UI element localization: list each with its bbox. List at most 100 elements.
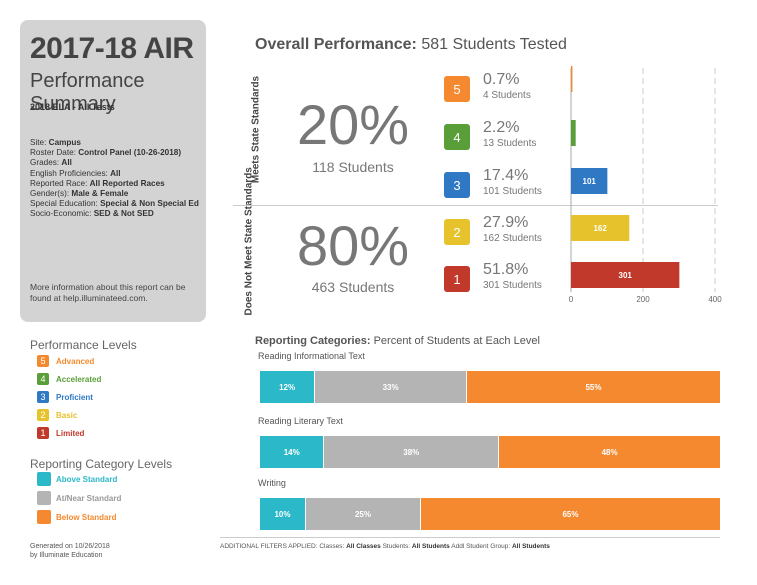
meets-students: 118 Students <box>312 159 394 175</box>
generated-line1: Generated on 10/26/2018 <box>30 543 110 550</box>
filter-label: Roster Date: <box>30 148 79 158</box>
footer-divider <box>220 537 720 538</box>
filter-value: Campus <box>48 138 81 147</box>
level-5-badge: 5 <box>444 76 470 102</box>
group-label: Addl Student Group: <box>451 543 511 550</box>
level-1-percent: 51.8% <box>483 261 529 278</box>
filter-row: Gender(s): Male & Female <box>30 189 199 199</box>
generated-line2: by Illuminate Education <box>30 551 103 559</box>
bar-level-1 <box>571 262 680 288</box>
filter-label: English Proficiencies: <box>30 168 111 178</box>
filter-value: All <box>110 168 121 178</box>
bar-level-3 <box>571 168 608 194</box>
level-2-badge: 2 <box>444 219 470 245</box>
segment-below-standard: 55% <box>466 371 720 403</box>
test-name: 2018 ELA - All Tests <box>30 102 115 112</box>
classes-label: Classes: <box>319 543 345 550</box>
category-name: Writing <box>258 478 286 488</box>
legend-level-3-label: Proficient <box>56 393 93 402</box>
level-3-students: 101 Students <box>483 186 542 197</box>
legend-level-5-label: Advanced <box>56 357 95 366</box>
additional-filters: ADDITIONAL FILTERS APPLIED: Classes: All… <box>220 543 550 550</box>
group-value: All Students <box>511 543 550 550</box>
level-5-students: 4 Students <box>483 90 531 101</box>
report-subtitle: Performance Summary <box>30 70 145 115</box>
legend-level-5-badge: 5 <box>37 355 49 367</box>
filter-label: Socio-Economic: <box>30 209 94 219</box>
categories-heading: Reporting Categories: Percent of Student… <box>255 335 540 347</box>
bar-label-level-1: 301 <box>619 271 633 280</box>
category-name: Reading Literary Text <box>258 416 343 426</box>
segment-at-near-standard: 33% <box>315 371 467 403</box>
filter-row: English Proficiencies: All <box>30 169 199 179</box>
overall-heading: Overall Performance: 581 Students Tested <box>255 36 567 54</box>
filter-row: Socio-Economic: SED & Not SED <box>30 209 199 219</box>
level-4-badge: 4 <box>444 124 470 150</box>
not-meets-standards-label: Does Not Meet State Standards <box>243 167 255 316</box>
bar-label-level-3: 101 <box>583 177 597 186</box>
legend-level-1-label: Limited <box>56 429 85 438</box>
legend-level-4-label: Accelerated <box>56 375 102 384</box>
filter-label: Special Education: <box>30 199 101 209</box>
segment-at-near-standard: 38% <box>324 436 500 468</box>
filter-value: Male & Female <box>71 189 129 199</box>
legend-cat-swatch <box>37 491 51 505</box>
level-2-percent: 27.9% <box>483 214 529 231</box>
segment-above-standard: 10% <box>260 498 306 530</box>
filter-row: Grades: All <box>30 158 199 168</box>
bar-level-4 <box>571 120 576 146</box>
categories-heading-bold: Reporting Categories: <box>255 335 371 347</box>
legend-level-2-label: Basic <box>56 411 78 420</box>
filter-label: Site: <box>30 138 49 147</box>
filter-row: Reported Race: All Reported Races <box>30 179 199 189</box>
category-name: Reading Informational Text <box>258 351 365 361</box>
level-4-students: 13 Students <box>483 138 537 149</box>
students-value: All Students <box>411 543 450 550</box>
summary-panel: 2017-18 AIR Performance Summary 2018 ELA… <box>20 20 206 322</box>
perf-levels-title: Performance Levels <box>30 338 137 352</box>
legend-level-2-badge: 2 <box>37 409 49 421</box>
report-title: 2017-18 AIR <box>30 32 194 65</box>
not-meets-percent: 80% <box>296 214 410 277</box>
generated-note: Generated on 10/26/2018 by Illuminate Edu… <box>30 543 110 560</box>
legend-cat-label: At/Near Standard <box>56 494 122 503</box>
overall-heading-rest: 581 Students Tested <box>421 36 567 53</box>
filter-value: All <box>61 158 72 168</box>
filter-label: Gender(s): <box>30 189 72 199</box>
level-4-percent: 2.2% <box>483 119 520 136</box>
level-3-percent: 17.4% <box>483 167 529 184</box>
filter-value: Special & Non Special Ed <box>100 199 199 209</box>
category-stacked-bar: 14% 38% 48% <box>260 436 720 468</box>
filter-label: Grades: <box>30 158 62 168</box>
level-1-students: 301 Students <box>483 280 542 291</box>
segment-below-standard: 48% <box>499 436 720 468</box>
not-meets-students: 463 Students <box>311 279 395 295</box>
filters-prefix: ADDITIONAL FILTERS APPLIED: <box>220 543 318 550</box>
more-info-text: More information about this report can b… <box>30 282 186 303</box>
filter-list: Site: Campus Roster Date: Control Panel (… <box>30 138 199 220</box>
category-stacked-bar: 10% 25% 65% <box>260 498 720 530</box>
x-tick-label: 400 <box>708 295 722 304</box>
cat-levels-title: Reporting Category Levels <box>30 457 173 471</box>
filter-row: Roster Date: Control Panel (10-26-2018) <box>30 148 199 158</box>
classes-value: All Classes <box>346 543 381 550</box>
bar-label-level-2: 162 <box>593 224 607 233</box>
legend-level-1-badge: 1 <box>37 427 49 439</box>
categories-heading-rest: Percent of Students at Each Level <box>373 335 540 347</box>
segment-below-standard: 65% <box>421 498 720 530</box>
legend-cat-swatch <box>37 472 51 486</box>
level-2-students: 162 Students <box>483 233 542 244</box>
x-tick-label: 200 <box>636 295 650 304</box>
level-1-badge: 1 <box>444 266 470 292</box>
segment-above-standard: 12% <box>260 371 316 403</box>
legend-cat-label: Below Standard <box>56 513 117 522</box>
filter-row: Special Education: Special & Non Special… <box>30 199 199 209</box>
filter-value: All Reported Races <box>89 178 165 188</box>
filter-label: Reported Race: <box>30 178 90 188</box>
legend-cat-swatch <box>37 510 51 524</box>
filter-value: SED & Not SED <box>93 209 154 219</box>
level-5-percent: 0.7% <box>483 71 520 88</box>
level-bar-chart: 101 162 301 0 200 400 <box>569 66 722 304</box>
overall-heading-bold: Overall Performance: <box>255 36 417 53</box>
meets-percent: 20% <box>296 93 410 156</box>
